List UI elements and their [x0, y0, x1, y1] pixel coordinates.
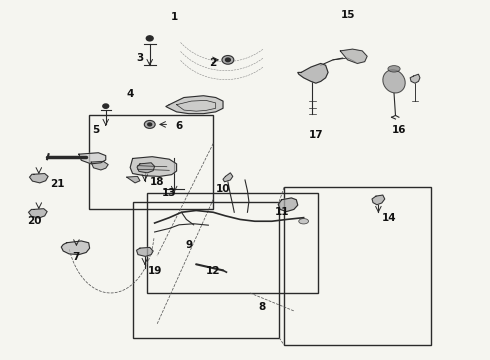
Polygon shape [372, 195, 385, 205]
Polygon shape [223, 173, 233, 182]
Text: 20: 20 [26, 216, 41, 226]
Circle shape [145, 121, 155, 129]
Circle shape [103, 104, 109, 108]
Bar [284, 187, 431, 345]
Text: 11: 11 [274, 207, 289, 217]
Text: 7: 7 [73, 252, 80, 262]
Polygon shape [278, 198, 298, 212]
Bar [147, 193, 318, 293]
Circle shape [147, 36, 153, 41]
Text: 13: 13 [162, 188, 176, 198]
Polygon shape [340, 49, 367, 63]
Text: 4: 4 [126, 89, 134, 99]
Text: 10: 10 [216, 184, 230, 194]
Text: 16: 16 [392, 125, 406, 135]
Text: 6: 6 [175, 121, 183, 131]
Polygon shape [298, 63, 328, 83]
Text: 15: 15 [341, 10, 355, 20]
Polygon shape [91, 161, 108, 170]
Circle shape [148, 123, 152, 126]
Polygon shape [61, 241, 90, 255]
Ellipse shape [388, 66, 400, 72]
Text: 2: 2 [210, 58, 217, 68]
Polygon shape [410, 74, 420, 83]
Circle shape [222, 55, 234, 64]
Text: 8: 8 [259, 302, 266, 312]
Circle shape [225, 58, 230, 62]
Text: 1: 1 [171, 12, 178, 22]
Ellipse shape [299, 219, 309, 224]
Bar [133, 202, 279, 338]
Polygon shape [130, 157, 176, 176]
Text: 3: 3 [136, 53, 144, 63]
Polygon shape [29, 174, 48, 183]
Polygon shape [79, 153, 106, 164]
Text: 18: 18 [150, 177, 164, 187]
Polygon shape [28, 209, 47, 218]
Polygon shape [127, 176, 140, 183]
Text: 17: 17 [309, 130, 323, 140]
Text: 9: 9 [185, 239, 193, 249]
Polygon shape [137, 163, 155, 173]
Bar [89, 116, 213, 209]
Polygon shape [137, 247, 153, 256]
Text: 5: 5 [92, 125, 99, 135]
Ellipse shape [383, 70, 405, 93]
Text: 21: 21 [49, 179, 64, 189]
Text: 14: 14 [382, 213, 396, 222]
Text: 19: 19 [147, 266, 162, 276]
Text: 12: 12 [206, 266, 220, 276]
Polygon shape [166, 96, 223, 114]
